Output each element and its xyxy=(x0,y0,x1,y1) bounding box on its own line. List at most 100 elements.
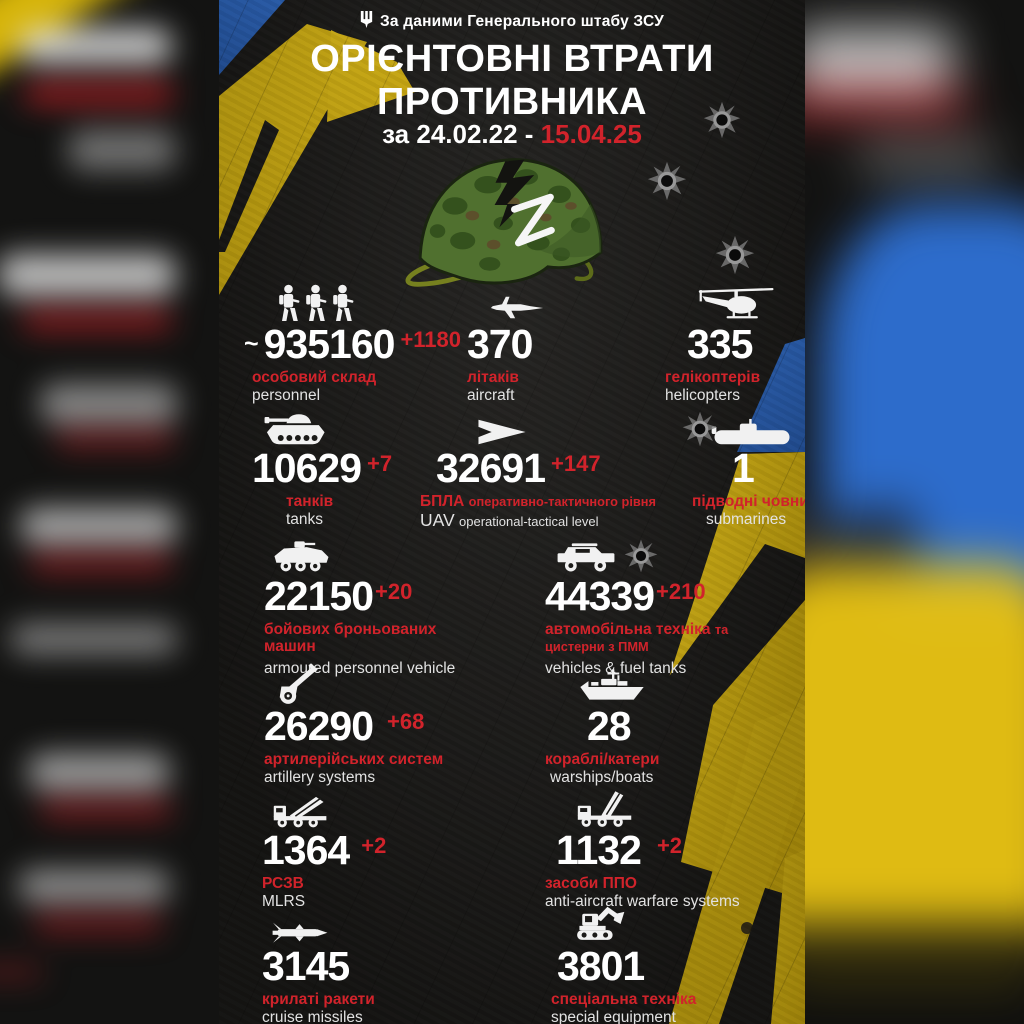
bullet-hole-icon xyxy=(682,411,718,447)
stat-delta: +68 xyxy=(387,709,425,734)
bullet-hole-icon xyxy=(715,235,755,275)
stat-label-ua: кораблі/катери xyxy=(545,750,660,768)
stat-label-en: UAV xyxy=(420,510,455,531)
approx-sign: ~ xyxy=(244,330,259,358)
stat-label-en: warships/boats xyxy=(550,769,654,787)
stat-anti-aircraft: 1132 +2 засоби ППО anti-aircraft warfare … xyxy=(545,790,790,911)
stat-vehicles-fuel-tanks: 44339+210 автомобільна техніка та цистер… xyxy=(545,536,750,677)
stat-value: 1132 xyxy=(556,827,642,873)
stat-special-equipment: 3801 спеціальна техніка special equipmen… xyxy=(545,906,755,1024)
howitzer-icon xyxy=(272,663,489,706)
stat-delta: +7 xyxy=(367,451,393,476)
stat-value: 26290 xyxy=(264,703,374,749)
jet-icon xyxy=(489,284,617,324)
stat-label-en: submarines xyxy=(706,511,787,529)
stat-label-en: aircraft xyxy=(467,387,515,405)
warship-icon xyxy=(577,666,715,706)
stat-label-ua: літаків xyxy=(467,368,519,386)
stat-submarines: 1 підводні човни submarines xyxy=(692,408,805,529)
stat-label-en: vehicles & fuel tanks xyxy=(545,659,687,677)
source-text: За даними Генерального штабу ЗСУ xyxy=(380,13,664,30)
period-end-date: 15.04.25 xyxy=(540,119,642,149)
stat-label-ua: автомобільна техніка xyxy=(545,620,711,638)
period-line: за 24.02.22 - 15.04.25 xyxy=(219,121,805,147)
soldiers-icon xyxy=(278,284,484,324)
stat-label-en-detail: operational-tactical level xyxy=(459,514,599,530)
bullet-hole-icon xyxy=(703,101,741,139)
stat-label-ua: підводні човни xyxy=(692,492,805,510)
blurred-backdrop-left xyxy=(0,0,219,1024)
submarine-icon xyxy=(710,408,805,448)
mlrs-icon xyxy=(270,790,432,830)
stat-uav: 32691 +147 БПЛА оперативно-тактичного рів… xyxy=(420,408,675,531)
stat-label-ua: крилаті ракети xyxy=(262,990,375,1008)
period-prefix: за 24.02.22 - xyxy=(382,119,541,149)
tank-icon xyxy=(264,408,422,448)
stat-label-ua: гелікоптерів xyxy=(665,368,761,386)
stat-value: 44339 xyxy=(545,573,655,619)
stat-label-en: anti-aircraft warfare systems xyxy=(545,893,740,911)
stat-label-en: personnel xyxy=(252,387,321,405)
stat-label-ua: БПЛА xyxy=(420,492,465,510)
flag-lightning-decor xyxy=(219,0,805,1024)
stat-label-en: artillery systems xyxy=(264,769,376,787)
stat-delta: +20 xyxy=(375,579,413,604)
stat-value: 22150 xyxy=(264,573,374,619)
blurred-backdrop-right xyxy=(805,0,1024,1024)
bullet-hole-icon xyxy=(624,539,658,573)
stat-cruise-missiles: 3145 крилаті ракети cruise missiles xyxy=(262,906,432,1024)
page-title-line2: ПРОТИВНИКА xyxy=(376,81,648,123)
stat-label-en: special equipment xyxy=(551,1009,676,1024)
stat-armoured-vehicles: 22150+20 бойових броньованих машин armou… xyxy=(264,536,494,677)
stat-label-ua: спеціальна техніка xyxy=(551,990,697,1008)
excavator-icon xyxy=(571,906,755,946)
stat-value: 1 xyxy=(732,445,755,491)
stat-label-ua-detail: та цистерни з ПММ xyxy=(545,621,729,655)
bullet-hole-icon xyxy=(647,161,687,201)
stat-artillery: 26290 +68 артилерійських систем artillery… xyxy=(264,663,489,787)
stat-label-ua: особовий склад xyxy=(252,368,377,386)
stat-label-ua: бойових броньованих машин xyxy=(264,620,437,656)
cruise-missile-icon xyxy=(270,906,432,946)
stat-label-en: helicopters xyxy=(665,387,740,405)
stat-personnel: ~935160 +1180 особовий склад personnel xyxy=(244,284,484,405)
stat-value: 32691 xyxy=(436,445,546,491)
stat-label-ua: танків xyxy=(286,492,334,510)
stat-warships: 28 кораблі/катери warships/boats xyxy=(545,666,715,787)
stat-label-ua: РСЗВ xyxy=(262,874,304,892)
page-title-line1: ОРІЄНТОВНІ ВТРАТИ xyxy=(310,38,714,80)
apc-icon xyxy=(270,536,494,576)
drone-icon xyxy=(476,408,675,448)
infographic-poster: За даними Генерального штабу ЗСУ ОРІЄНТО… xyxy=(219,0,805,1024)
stat-value: 28 xyxy=(587,703,632,749)
stat-delta: +2 xyxy=(361,833,387,858)
stat-label-en: MLRS xyxy=(262,893,306,911)
stat-aircraft: 370 літаків aircraft xyxy=(467,284,617,405)
stat-value: 3145 xyxy=(262,943,350,989)
stat-value: 935160 xyxy=(263,321,396,367)
stat-delta: +1180 xyxy=(400,327,462,352)
stat-mlrs: 1364 +2 РСЗВ MLRS xyxy=(262,790,432,911)
stat-label-en: cruise missiles xyxy=(262,1009,363,1024)
stat-delta: +2 xyxy=(656,833,683,858)
stat-value: 10629 xyxy=(252,445,362,491)
stat-label-ua-detail: оперативно-тактичного рівня xyxy=(468,493,656,509)
stat-label-ua: засоби ППО xyxy=(545,874,637,892)
trident-icon xyxy=(360,11,373,33)
stat-tanks: 10629 +7 танків tanks xyxy=(252,408,422,529)
stat-value: 1364 xyxy=(262,827,350,873)
stat-label-en: tanks xyxy=(286,511,324,529)
helicopter-icon xyxy=(693,284,805,324)
aa-launcher-icon xyxy=(575,790,790,830)
stat-delta: +147 xyxy=(551,451,601,476)
stat-value: 335 xyxy=(687,321,753,367)
military-truck-icon xyxy=(555,536,750,576)
stat-delta: +210 xyxy=(656,579,706,604)
stat-helicopters: 335 гелікоптерів helicopters xyxy=(665,284,805,405)
stat-value: 370 xyxy=(467,321,533,367)
helmet-z-icon xyxy=(395,146,627,296)
source-line: За даними Генерального штабу ЗСУ xyxy=(219,11,805,33)
stat-value: 3801 xyxy=(557,943,645,989)
stat-label-ua: артилерійських систем xyxy=(264,750,444,768)
